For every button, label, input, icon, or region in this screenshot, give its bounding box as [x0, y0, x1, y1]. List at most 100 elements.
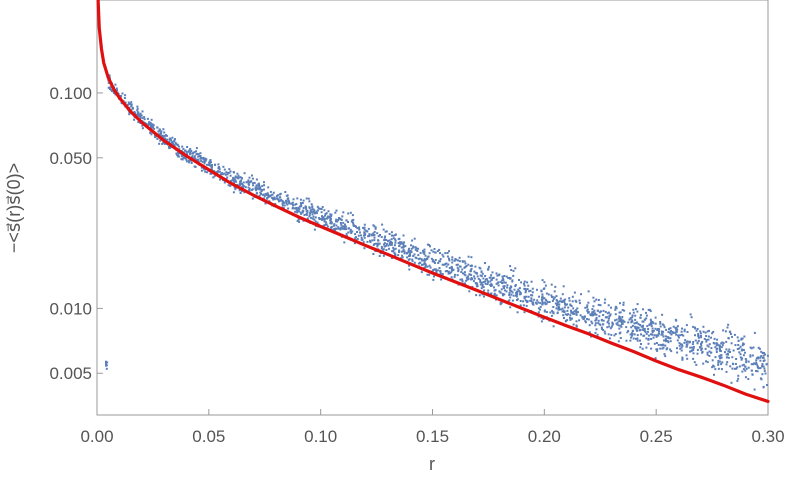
- scatter-point: [380, 247, 383, 250]
- scatter-point: [327, 210, 330, 213]
- scatter-point: [754, 363, 757, 365]
- scatter-point: [623, 309, 626, 312]
- scatter-point: [756, 366, 759, 369]
- scatter-point: [645, 346, 648, 349]
- scatter-point: [372, 253, 375, 255]
- scatter-point: [635, 337, 637, 340]
- scatter-point: [543, 297, 546, 300]
- scatter-point: [653, 342, 656, 345]
- scatter-point: [369, 241, 372, 244]
- scatter-point: [299, 211, 302, 214]
- scatter-point: [633, 333, 636, 336]
- scatter-point: [168, 146, 170, 148]
- scatter-point: [727, 337, 730, 340]
- scatter-point: [115, 87, 118, 90]
- scatter-point: [718, 347, 721, 350]
- scatter-point: [351, 230, 354, 233]
- scatter-point: [495, 294, 498, 297]
- scatter-point: [524, 299, 527, 302]
- scatter-point: [629, 339, 632, 342]
- scatter-point: [279, 199, 282, 202]
- scatter-point: [394, 247, 397, 250]
- scatter-point: [255, 186, 258, 189]
- scatter-point: [639, 324, 642, 326]
- scatter-point: [600, 319, 603, 322]
- scatter-point: [470, 276, 473, 279]
- scatter-point: [141, 124, 144, 127]
- scatter-point: [367, 227, 370, 230]
- scatter-point: [390, 234, 393, 237]
- scatter-point: [413, 253, 416, 256]
- scatter-point: [123, 97, 126, 99]
- scatter-point: [200, 159, 203, 162]
- scatter-point: [753, 388, 756, 391]
- scatter-point: [232, 191, 235, 194]
- scatter-point: [483, 289, 486, 292]
- scatter-point: [432, 250, 435, 253]
- scatter-point: [729, 351, 731, 353]
- scatter-point: [364, 229, 367, 232]
- scatter-point: [711, 359, 714, 362]
- scatter-point: [110, 90, 113, 93]
- scatter-point: [424, 266, 427, 268]
- scatter-point: [464, 266, 467, 268]
- scatter-point: [394, 238, 397, 241]
- scatter-point: [583, 315, 586, 318]
- scatter-point: [422, 251, 425, 254]
- scatter-point: [614, 333, 617, 335]
- scatter-point: [139, 115, 141, 117]
- scatter-point: [402, 244, 405, 247]
- scatter-point: [270, 194, 273, 197]
- scatter-point: [188, 159, 190, 162]
- scatter-point: [381, 223, 384, 226]
- scatter-point: [579, 314, 582, 317]
- scatter-point: [141, 127, 144, 130]
- scatter-point: [585, 318, 588, 320]
- scatter-point: [315, 212, 318, 215]
- scatter-point: [204, 170, 207, 173]
- scatter-point: [390, 238, 393, 241]
- scatter-point: [208, 163, 211, 166]
- scatter-point: [534, 301, 537, 304]
- scatter-point: [105, 360, 107, 363]
- scatter-point: [631, 329, 634, 332]
- scatter-point: [474, 282, 477, 284]
- scatter-point: [635, 327, 638, 330]
- scatter-point: [473, 277, 476, 280]
- scatter-point: [271, 193, 274, 196]
- scatter-point: [505, 290, 508, 293]
- scatter-point: [523, 282, 525, 285]
- scatter-point: [681, 358, 684, 361]
- scatter-point: [629, 312, 631, 315]
- scatter-point: [675, 326, 678, 329]
- scatter-point: [597, 303, 600, 306]
- scatter-point: [377, 235, 380, 238]
- scatter-point: [706, 330, 709, 333]
- scatter-point: [313, 211, 315, 214]
- scatter-point: [516, 311, 519, 314]
- scatter-point: [731, 335, 733, 338]
- scatter-point: [763, 369, 766, 372]
- scatter-point: [571, 300, 574, 303]
- scatter-point: [486, 283, 489, 286]
- scatter-point: [702, 362, 705, 365]
- scatter-point: [343, 225, 346, 228]
- scatter-point: [747, 366, 750, 369]
- scatter-point: [436, 269, 439, 272]
- scatter-point: [632, 337, 635, 340]
- scatter-point: [234, 179, 237, 182]
- scatter-point: [402, 248, 405, 251]
- scatter-point: [176, 154, 179, 157]
- scatter-point: [618, 315, 621, 318]
- scatter-point: [703, 337, 706, 340]
- scatter-point: [601, 327, 603, 330]
- scatter-point: [618, 332, 621, 335]
- scatter-point: [696, 352, 699, 355]
- scatter-point: [539, 308, 541, 311]
- scatter-point: [622, 301, 625, 304]
- scatter-point: [634, 327, 637, 330]
- scatter-point: [244, 186, 247, 189]
- scatter-point: [213, 170, 216, 173]
- scatter-point: [163, 131, 166, 134]
- scatter-point: [218, 168, 221, 171]
